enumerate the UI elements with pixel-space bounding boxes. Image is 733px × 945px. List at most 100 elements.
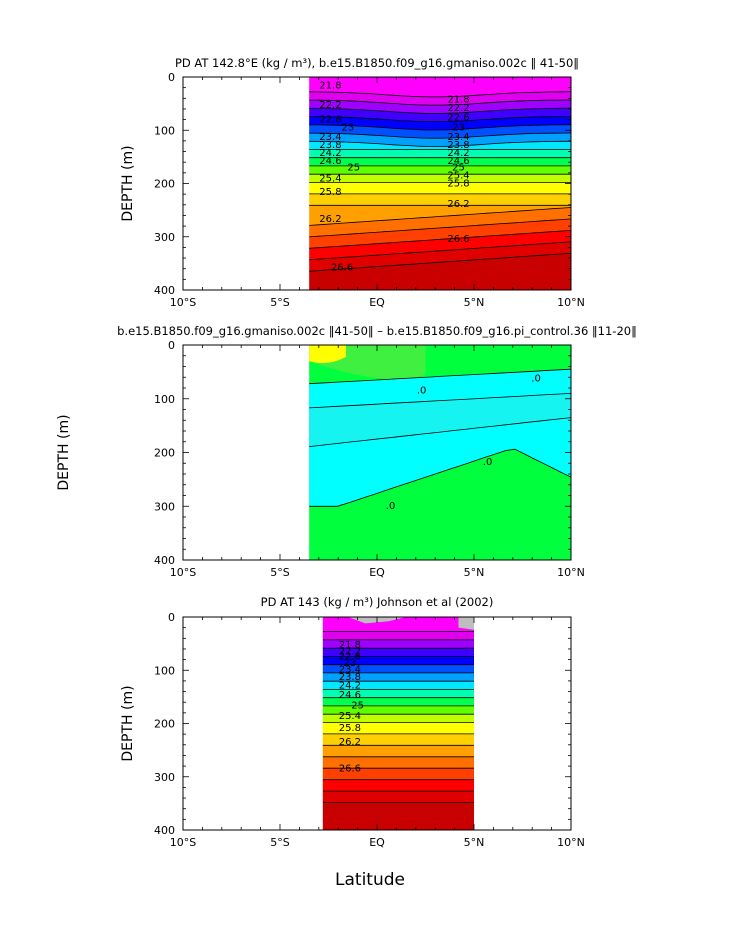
contour-line [309,124,571,131]
contour-band [322,639,474,649]
y-tick-label: 0 [168,71,175,84]
x-axis-label: Latitude [335,870,405,890]
contour-band [322,681,474,690]
contour-band [322,722,474,734]
contour-label: 21.8 [339,640,361,651]
contour-band [309,174,571,183]
x-tick-label: 10°S [170,566,196,579]
contour-label: 22.6 [339,652,361,663]
x-tick-label: 5°S [270,566,289,579]
contour-label: 26.6 [331,262,353,273]
axes-ticks [182,616,572,831]
y-tick-label: 100 [154,124,175,137]
contour-label: 26.6 [339,763,361,774]
contour-band [322,733,474,746]
contour-field: 21.822.222.62323.423.824.224.62525.425.8… [322,617,474,830]
contour-label: 21.8 [319,81,341,92]
contour-label: .0 [483,457,493,468]
y-tick-label: 400 [154,824,175,837]
y-tick-label: 200 [154,447,175,460]
panel-3-pd-johnson: 21.822.222.62323.423.824.224.62525.425.8… [120,595,585,849]
contour-band [309,77,571,97]
x-tick-label: EQ [369,836,385,849]
contour-label: 23.4 [339,664,361,675]
x-tick-label: 10°N [557,296,585,309]
y-axis-label: DEPTH (m) [120,685,136,761]
y-tick-label: 100 [154,664,175,677]
contour-label: 23.4 [447,132,469,143]
contour-band [322,705,474,715]
y-tick-label: 300 [154,231,175,244]
contour-label: 23 [343,658,356,669]
contour-label: 22.6 [319,114,341,125]
contour-field: .0 .0 .0 .0 [309,345,571,560]
contour-band [322,672,474,682]
y-tick-label: 200 [154,718,175,731]
contour-label: 25.4 [447,171,469,182]
y-tick-label: 0 [168,611,175,624]
contour-label: 21.8 [447,95,469,106]
contour-label: 25 [351,701,364,712]
x-tick-label: 10°N [557,566,585,579]
missing-data-patch [458,617,474,630]
contour-band [309,91,571,106]
contour-label: 23 [342,122,355,133]
contour-band [322,697,474,706]
contour-label: 26.2 [339,737,361,748]
contour-label: 22.2 [339,646,361,657]
x-tick-label: 10°S [170,296,196,309]
contour-band [309,207,571,237]
contour-label: 23.8 [447,140,469,151]
contour-band [322,745,474,757]
diff-band-teal [309,393,571,447]
contour-line [309,116,571,123]
contour-band [322,756,474,769]
contour-label: 25.8 [319,187,341,198]
panel-2-pd-difference: .0 .0 .0 .0 10°S 5°S EQ 5°N 10°N 0 100 200 300 400 b.e… [56,324,637,579]
contour-band [322,802,474,830]
contour-band [322,689,474,698]
y-tick-label: 400 [154,284,175,297]
contour-band [322,791,474,803]
contour-label: 23 [452,122,465,133]
x-tick-label: 5°N [464,566,485,579]
y-axis-label: DEPTH (m) [56,414,72,490]
contour-label: 24.6 [339,690,361,701]
axes-ticks [182,76,572,291]
contour-band [322,617,474,632]
contour-band [322,631,474,640]
contour-label: 25.8 [447,179,469,190]
contour-label: 23.8 [319,140,341,151]
contour-line [309,218,571,238]
y-tick-label: 100 [154,393,175,406]
contour-line [309,252,571,272]
contour-line [309,107,571,114]
contour-line [309,99,571,106]
contour-line [309,230,571,249]
contour-label: 22.6 [447,113,469,124]
contour-band [322,648,474,657]
contour-band [309,108,571,122]
x-tick-label: 10°N [557,836,585,849]
contour-line [309,417,571,447]
axes-ticks [182,344,572,561]
contour-label: 23.4 [319,132,341,143]
y-tick-label: 0 [168,339,175,352]
contour-band [309,182,571,194]
contour-band [309,165,571,175]
contour-line [309,393,571,409]
contour-label: 26.2 [447,199,469,210]
panel-title: PD AT 142.8°E (kg / m³), b.e15.B1850.f09… [175,56,579,70]
x-tick-label: EQ [369,566,385,579]
contour-label: 24.2 [447,148,469,159]
contour-band [309,241,571,272]
diff-band-cyan [309,369,571,507]
contour-line [309,132,571,139]
contour-band [309,253,571,290]
panel-title: b.e15.B1850.f09_g16.gmaniso.002c ‖41-50‖… [117,324,637,338]
contour-line [309,448,571,507]
contour-label: 22.2 [447,103,469,114]
